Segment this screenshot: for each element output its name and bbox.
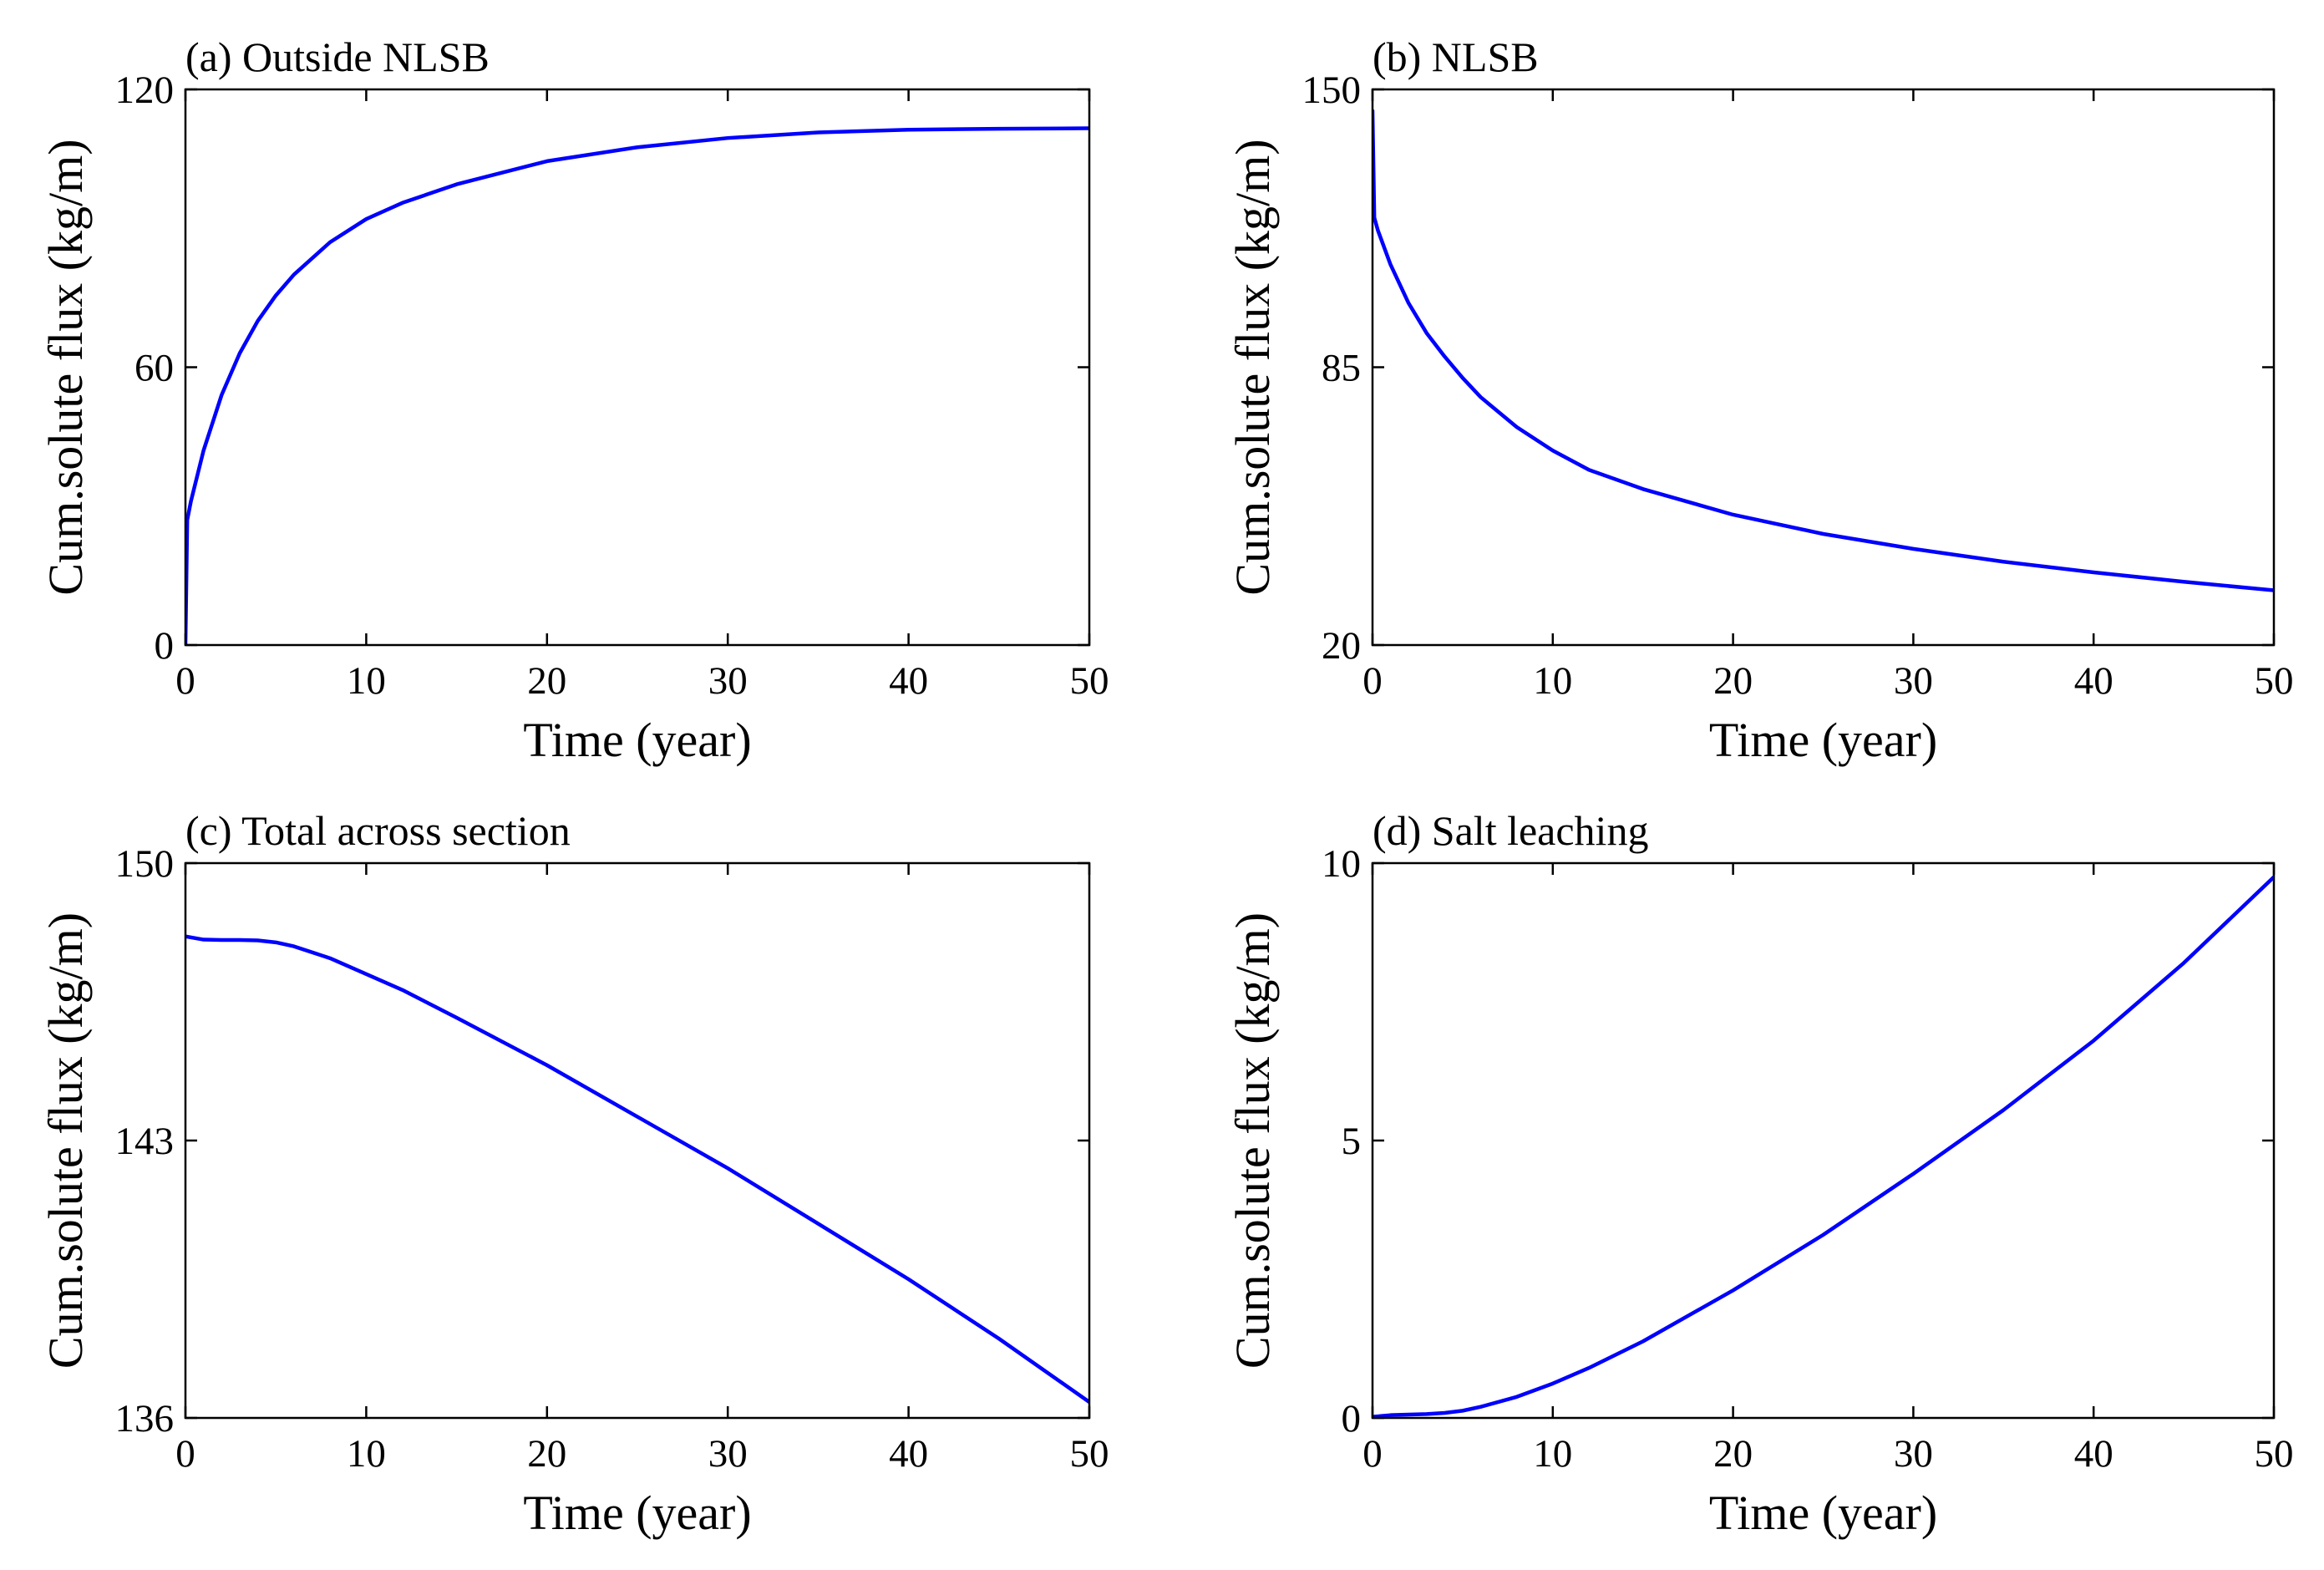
- chart-1-x-tick-label: 50: [2255, 659, 2294, 703]
- chart-0-x-tick-label: 0: [175, 659, 195, 703]
- chart-2-x-tick-label: 30: [708, 1432, 748, 1476]
- chart-1-x-tick-label: 20: [1713, 659, 1753, 703]
- chart-1-y-axis-label: Cum.solute flux (kg/m): [1225, 139, 1280, 595]
- chart-1-x-tick-label: 0: [1362, 659, 1383, 703]
- chart-2-x-tick-label: 50: [1070, 1432, 1109, 1476]
- chart-1-series-line-0: [1373, 111, 2274, 591]
- chart-2-x-tick-label: 10: [347, 1432, 386, 1476]
- chart-2-x-tick-label: 0: [175, 1432, 195, 1476]
- chart-3-x-tick-label: 0: [1362, 1432, 1383, 1476]
- chart-1-title: (b) NLSB: [1373, 33, 1539, 80]
- chart-3: (d) Salt leaching 0 10 20 30 40 50 0 5 10 Time (ye…: [1225, 807, 2294, 1540]
- chart-3-x-axis-label: Time (year): [1709, 1486, 1937, 1540]
- chart-2-y-tick-label: 136: [115, 1397, 175, 1440]
- chart-2-y-axis-label: Cum.solute flux (kg/m): [38, 912, 93, 1369]
- chart-2-title: (c) Total across section: [185, 807, 571, 854]
- chart-1-axes-box: [1373, 89, 2274, 645]
- chart-0: (a) Outside NLSB 0 10 20 30 40 50 0 60 120 Time (y…: [38, 33, 1109, 767]
- chart-0-x-tick-label: 50: [1070, 659, 1109, 703]
- chart-2-x-axis-label: Time (year): [523, 1486, 751, 1540]
- chart-2-x-tick-label: 40: [889, 1432, 928, 1476]
- chart-0-axes-box: [185, 89, 1089, 645]
- chart-2-y-tick-label: 143: [115, 1120, 175, 1163]
- chart-0-y-tick-label: 0: [155, 624, 175, 668]
- chart-1-y-tick-label: 150: [1302, 69, 1362, 112]
- chart-0-x-tick-label: 40: [889, 659, 928, 703]
- chart-0-x-tick-label: 10: [347, 659, 386, 703]
- chart-3-series-line-0: [1373, 877, 2274, 1417]
- chart-1-x-tick-label: 30: [1894, 659, 1933, 703]
- chart-0-y-tick-label: 60: [134, 347, 174, 390]
- chart-3-y-tick-label: 10: [1322, 842, 1361, 886]
- chart-1-y-tick-label: 20: [1322, 624, 1361, 668]
- chart-0-title: (a) Outside NLSB: [185, 33, 490, 80]
- chart-2-axes-box: [185, 863, 1089, 1418]
- chart-0-x-tick-label: 30: [708, 659, 748, 703]
- chart-3-y-tick-label: 5: [1342, 1120, 1362, 1163]
- chart-2: (c) Total across section 0 10 20 30 40 50 136 14…: [38, 807, 1109, 1540]
- chart-0-x-tick-label: 20: [527, 659, 566, 703]
- chart-3-x-tick-label: 20: [1713, 1432, 1753, 1476]
- chart-0-y-tick-label: 120: [115, 69, 175, 112]
- chart-0-series-line-0: [185, 129, 1089, 645]
- chart-3-axes-box: [1373, 863, 2274, 1418]
- chart-3-title: (d) Salt leaching: [1373, 807, 1648, 854]
- chart-0-x-axis-label: Time (year): [523, 713, 751, 767]
- chart-1-y-tick-label: 85: [1322, 347, 1361, 390]
- chart-0-y-axis-label: Cum.solute flux (kg/m): [38, 139, 93, 595]
- chart-1-x-axis-label: Time (year): [1709, 713, 1937, 767]
- chart-1: (b) NLSB 0 10 20 30 40 50 20 85 150 Time (year) Cum…: [1225, 33, 2294, 767]
- chart-2-y-tick-label: 150: [115, 842, 175, 886]
- chart-3-x-tick-label: 40: [2074, 1432, 2113, 1476]
- chart-3-y-tick-label: 0: [1342, 1397, 1362, 1440]
- chart-3-x-tick-label: 50: [2255, 1432, 2294, 1476]
- chart-3-y-axis-label: Cum.solute flux (kg/m): [1225, 912, 1280, 1369]
- chart-1-x-tick-label: 40: [2074, 659, 2113, 703]
- chart-2-series-line-0: [185, 937, 1089, 1402]
- chart-1-x-tick-label: 10: [1533, 659, 1572, 703]
- chart-3-x-tick-label: 10: [1533, 1432, 1572, 1476]
- chart-2-x-tick-label: 20: [527, 1432, 566, 1476]
- chart-3-x-tick-label: 30: [1894, 1432, 1933, 1476]
- figure-canvas: (a) Outside NLSB0 10 20 30 40 50060120Time (y…: [0, 0, 2324, 1570]
